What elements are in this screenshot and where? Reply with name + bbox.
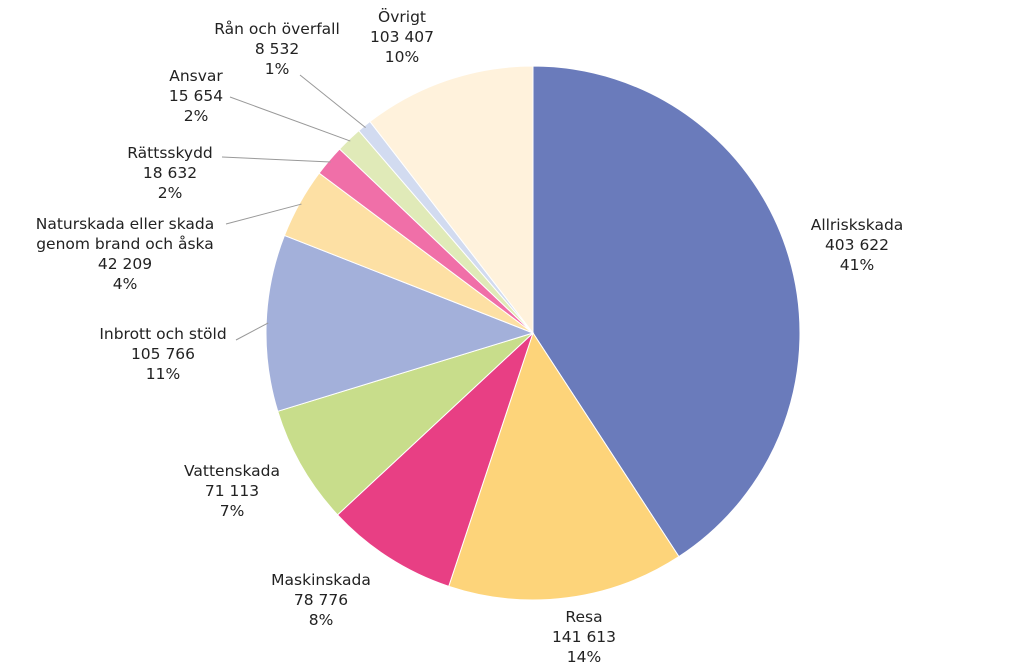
category-label: Naturskada eller skada genom brand och å… bbox=[35, 215, 215, 253]
pie-slice bbox=[277, 332, 534, 516]
category-label: Rån och överfall bbox=[214, 20, 340, 38]
share-label: 2% bbox=[157, 184, 183, 202]
value-label: 15 654 bbox=[168, 87, 224, 105]
leader-line bbox=[225, 203, 302, 225]
share-label: 41% bbox=[839, 256, 875, 274]
category-label: Inbrott och stöld bbox=[99, 325, 227, 343]
data-label: Övrigt 103 407 10% bbox=[297, 7, 507, 67]
data-label: Vattenskada 71 113 7% bbox=[127, 461, 337, 521]
category-label: Rättsskydd bbox=[127, 144, 213, 162]
data-label: Naturskada eller skada genom brand och å… bbox=[25, 214, 225, 294]
data-label: Inbrott och stöld 105 766 11% bbox=[58, 324, 268, 384]
share-label: 1% bbox=[264, 60, 290, 78]
category-label: Ansvar bbox=[169, 67, 223, 85]
value-label: 42 209 bbox=[97, 255, 153, 273]
share-label: 7% bbox=[219, 502, 245, 520]
pie-slice bbox=[369, 65, 534, 335]
value-label: 78 776 bbox=[293, 591, 349, 609]
pie-slice bbox=[448, 331, 680, 601]
data-label: Resa 141 613 14% bbox=[479, 607, 689, 667]
leader-line bbox=[229, 96, 351, 142]
pie-slice bbox=[532, 65, 801, 558]
value-label: 403 622 bbox=[824, 236, 890, 254]
share-label: 14% bbox=[566, 648, 602, 666]
value-label: 141 613 bbox=[551, 628, 617, 646]
category-label: Maskinskada bbox=[271, 571, 371, 589]
category-label: Vattenskada bbox=[183, 462, 281, 480]
share-label: 10% bbox=[384, 48, 420, 66]
category-label: Allriskskada bbox=[810, 216, 904, 234]
data-label: Maskinskada 78 776 8% bbox=[216, 570, 426, 630]
data-label: Allriskskada 403 622 41% bbox=[752, 215, 962, 275]
leader-line bbox=[299, 74, 366, 128]
leader-line bbox=[235, 322, 269, 341]
value-label: 18 632 bbox=[142, 164, 198, 182]
share-label: 4% bbox=[112, 275, 138, 293]
value-label: 8 532 bbox=[254, 40, 300, 58]
data-label: Ansvar 15 654 2% bbox=[91, 66, 301, 126]
value-label: 71 113 bbox=[204, 482, 260, 500]
share-label: 11% bbox=[145, 365, 181, 383]
category-label: Övrigt bbox=[378, 8, 426, 26]
share-label: 2% bbox=[183, 107, 209, 125]
category-label: Resa bbox=[565, 608, 603, 626]
pie-slice bbox=[336, 332, 534, 587]
share-label: 8% bbox=[308, 611, 334, 629]
data-label: Rån och överfall 8 532 1% bbox=[172, 19, 382, 79]
leader-line bbox=[221, 156, 331, 163]
value-label: 103 407 bbox=[369, 28, 435, 46]
pie-slice bbox=[265, 234, 535, 412]
data-label: Rättsskydd 18 632 2% bbox=[65, 143, 275, 203]
value-label: 105 766 bbox=[130, 345, 196, 363]
